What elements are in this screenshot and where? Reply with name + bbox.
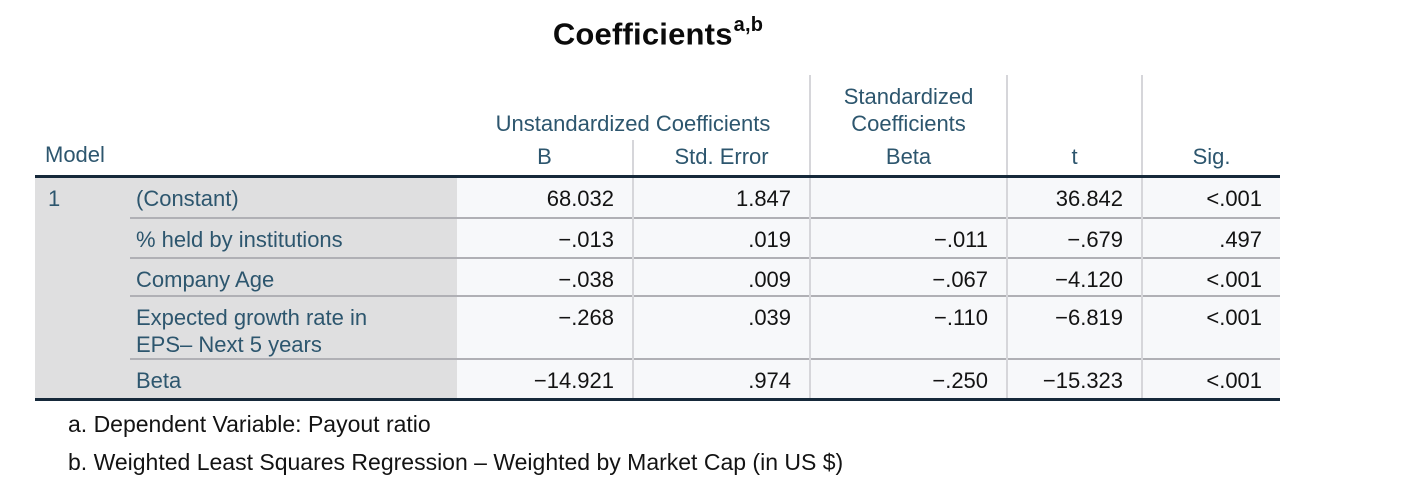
cell-sig: <.001 bbox=[1141, 358, 1281, 399]
row-label: Expected growth rate in EPS– Next 5 year… bbox=[130, 295, 458, 359]
footnote-b: b. Weighted Least Squares Regression – W… bbox=[68, 449, 844, 475]
column-header-beta: Beta bbox=[809, 140, 1008, 176]
footnotes: a. Dependent Variable: Payout ratio b. W… bbox=[68, 405, 843, 481]
table-row-pct-institutions: % held by institutions −.013 .019 −.011 … bbox=[35, 217, 1281, 258]
table-header: Model Unstandardized Coefficients Standa… bbox=[35, 75, 1281, 176]
cell-beta: −.011 bbox=[809, 217, 1008, 258]
cell-t: 36.842 bbox=[1006, 176, 1143, 218]
row-label: (Constant) bbox=[130, 176, 458, 218]
footnote-a: a. Dependent Variable: Payout ratio bbox=[68, 411, 431, 437]
cell-beta bbox=[809, 176, 1008, 218]
table-row-beta: Beta −14.921 .974 −.250 −15.323 <.001 bbox=[35, 358, 1281, 399]
coefficients-table: Model Unstandardized Coefficients Standa… bbox=[35, 75, 1281, 401]
table-title-text: Coefficients bbox=[552, 16, 733, 52]
table-row-company-age: Company Age −.038 .009 −.067 −4.120 <.00… bbox=[35, 257, 1281, 296]
row-label: Beta bbox=[130, 358, 458, 399]
cell-sig: .497 bbox=[1141, 217, 1281, 258]
header-row-columns: B Std. Error Beta bbox=[35, 140, 1280, 176]
cell-t: −.679 bbox=[1006, 217, 1143, 258]
cell-std-error: .019 bbox=[632, 217, 811, 258]
column-header-model: Model bbox=[45, 141, 105, 167]
table-row-expected-growth: Expected growth rate in EPS– Next 5 year… bbox=[35, 295, 1281, 359]
table-title-superscript: a,b bbox=[733, 14, 764, 36]
column-header-b: B bbox=[537, 143, 552, 169]
cell-b: −14.921 bbox=[457, 358, 634, 399]
cell-sig: <.001 bbox=[1141, 176, 1281, 218]
cell-sig: <.001 bbox=[1141, 295, 1281, 359]
model-number-cell: 1 bbox=[35, 176, 130, 399]
table-row-constant: 1 (Constant) 68.032 1.847 36.842 <.001 bbox=[35, 176, 1281, 399]
column-header-t: t bbox=[1006, 75, 1143, 176]
cell-beta: −.110 bbox=[809, 295, 1008, 359]
column-group-standardized: Standardized Coefficients bbox=[809, 75, 1008, 140]
table-body: 1 (Constant) 68.032 1.847 36.842 <.001 %… bbox=[35, 176, 1281, 399]
column-group-unstandardized: Unstandardized Coefficients bbox=[495, 111, 771, 136]
cell-std-error: .974 bbox=[632, 358, 811, 399]
column-header-sig: Sig. bbox=[1141, 75, 1281, 176]
column-header-std-error: Std. Error bbox=[632, 140, 811, 176]
cell-beta: −.250 bbox=[809, 358, 1008, 399]
cell-std-error: 1.847 bbox=[632, 176, 811, 218]
cell-std-error: .039 bbox=[632, 295, 811, 359]
cell-t: −4.120 bbox=[1006, 257, 1143, 296]
table-title: Coefficientsa,b bbox=[35, 14, 1280, 52]
cell-beta: −.067 bbox=[809, 257, 1008, 296]
cell-sig: <.001 bbox=[1141, 257, 1281, 296]
cell-t: −6.819 bbox=[1006, 295, 1143, 359]
header-row-groups: Model Unstandardized Coefficients Standa… bbox=[35, 75, 1281, 176]
cell-t: −15.323 bbox=[1006, 358, 1143, 399]
cell-b: −.013 bbox=[457, 217, 634, 258]
cell-b: −.038 bbox=[457, 257, 634, 296]
row-label: % held by institutions bbox=[130, 217, 458, 258]
row-label: Company Age bbox=[130, 257, 458, 296]
cell-b: 68.032 bbox=[457, 176, 634, 218]
cell-std-error: .009 bbox=[632, 257, 811, 296]
cell-b: −.268 bbox=[457, 295, 634, 359]
